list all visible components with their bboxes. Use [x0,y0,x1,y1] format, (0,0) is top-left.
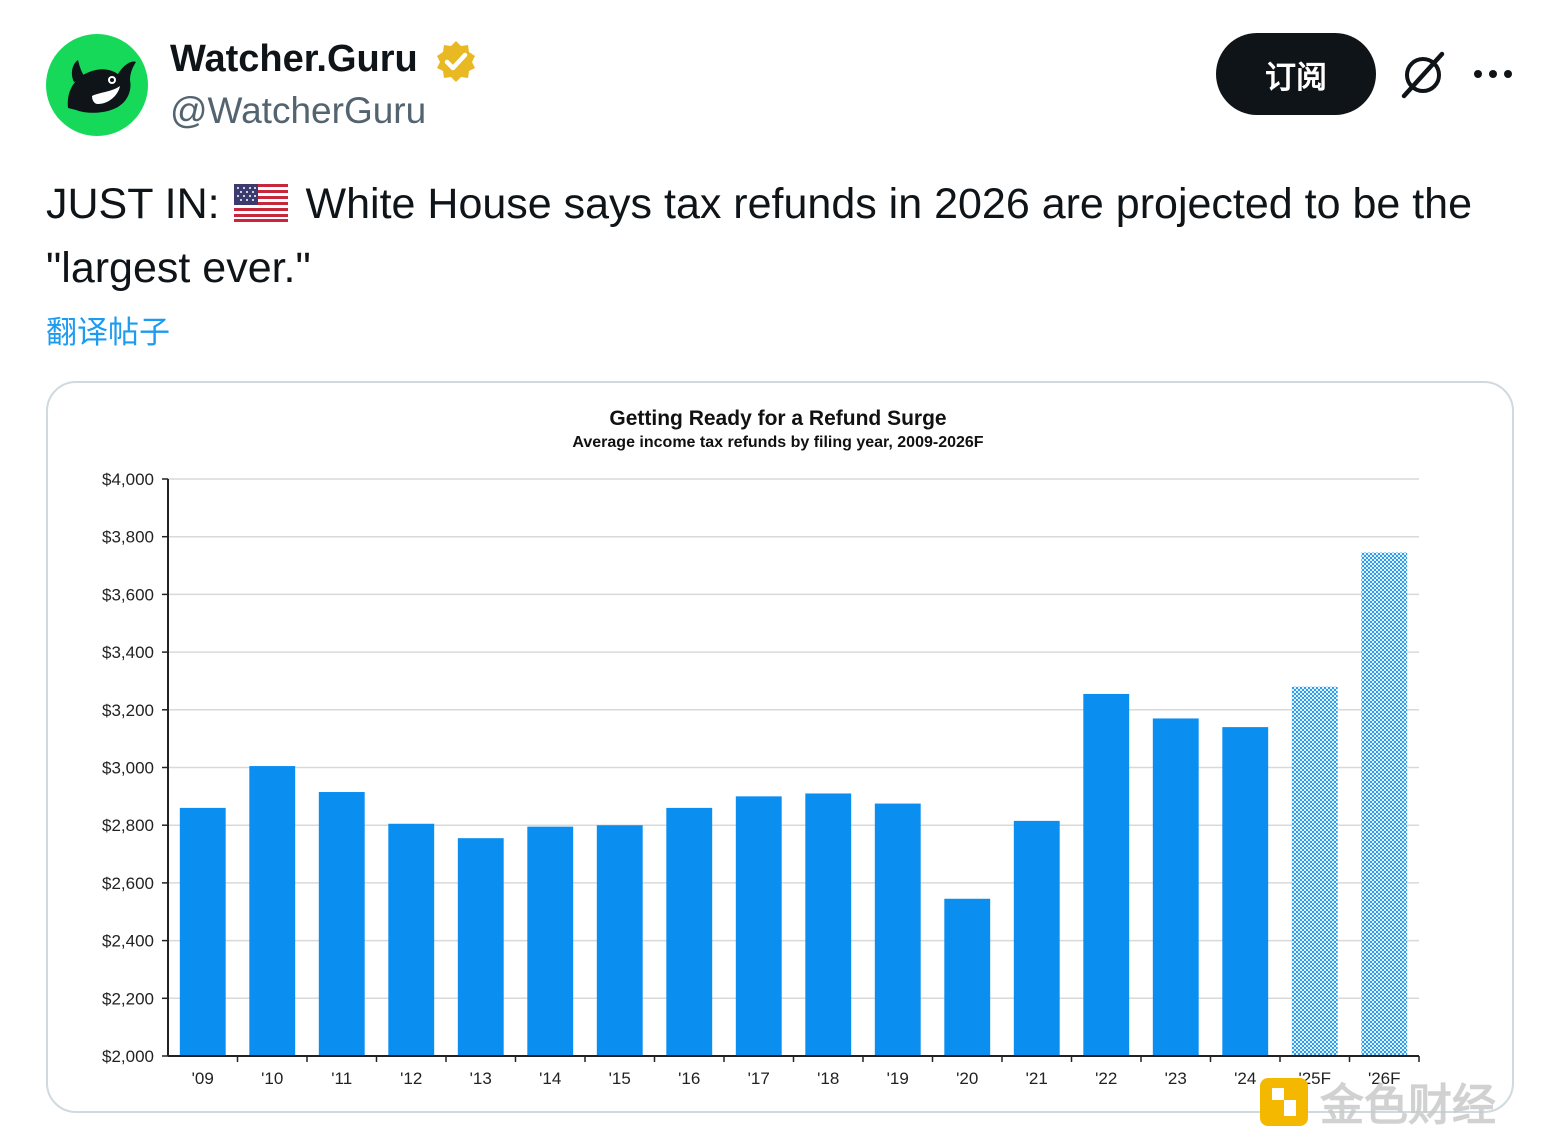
bar [457,838,504,1056]
x-tick-label: '26F [1368,1069,1401,1088]
y-tick-label: $3,400 [102,643,154,662]
y-tick-label: $2,000 [102,1047,154,1066]
bar [666,807,713,1056]
grok-icon[interactable] [1398,50,1448,100]
display-name[interactable]: Watcher.Guru [170,38,418,80]
watermark-logo: 金色财经 [1260,1078,1496,1131]
subscribe-button[interactable]: 订阅 [1216,33,1376,115]
x-tick-label: '15 [609,1069,631,1088]
forecast-bar [1291,686,1338,1056]
bar [1013,820,1060,1056]
bar [179,807,226,1056]
bar [944,898,991,1056]
tweet-body: White House says tax refunds in 2026 are… [46,180,1472,292]
tweet-text: JUST IN: White House says tax refunds in… [46,172,1506,300]
y-tick-label: $2,200 [102,989,154,1008]
y-tick-label: $4,000 [102,470,154,489]
gridlines [168,478,1419,1000]
y-tick-label: $3,200 [102,701,154,720]
user-handle[interactable]: @WatcherGuru [170,90,427,131]
x-tick-label: '09 [192,1069,214,1088]
tick-labels: $2,000 $2,200 $2,400 $2,600 $2,800 $3,000 $3,2… [102,470,1401,1088]
bar [735,796,782,1056]
x-tick-label: '18 [817,1069,839,1088]
bar [1152,718,1199,1056]
x-tick-label: '24 [1234,1069,1256,1088]
x-tick-label: '13 [470,1069,492,1088]
x-tick-label: '11 [331,1069,352,1088]
y-tick-label: $2,400 [102,932,154,951]
x-tick-label: '10 [261,1069,283,1088]
bar [249,766,296,1056]
chart-title: Getting Ready for a Refund Surge [609,407,946,430]
x-tick-label: '23 [1165,1069,1187,1088]
y-tick-label: $2,800 [102,816,154,835]
x-tick-label: '14 [539,1069,561,1088]
more-options-icon[interactable] [1470,54,1516,94]
y-tick-label: $2,600 [102,874,154,893]
tweet-prefix: JUST IN: [46,180,220,228]
watermark-text: 金色财经 [1319,1080,1496,1131]
bar [318,792,365,1056]
x-tick-label: '17 [748,1069,770,1088]
bar [596,825,643,1056]
bar [1222,727,1269,1056]
whale-logo-icon [67,60,136,113]
us-flag-icon [233,184,288,222]
bar [388,823,435,1056]
bar [527,826,574,1056]
bar-chart: Getting Ready for a Refund Surge Average… [102,407,1420,1088]
verified-badge-icon[interactable] [434,39,478,83]
avatar[interactable] [46,34,148,136]
x-tick-label: '21 [1026,1069,1048,1088]
forecast-bar [1361,552,1408,1056]
translate-link[interactable]: 翻译帖子 [46,315,170,351]
x-tick-label: '12 [400,1069,422,1088]
tweet-media-card[interactable]: Getting Ready for a Refund Surge Average… [46,381,1514,1113]
bar [874,803,921,1056]
bar [805,793,852,1056]
x-tick-label: '16 [678,1069,700,1088]
chart-subtitle: Average income tax refunds by filing yea… [572,434,983,451]
bar [1083,693,1130,1056]
y-tick-label: $3,800 [102,528,154,547]
x-tick-label: '22 [1095,1069,1117,1088]
axes [162,478,1420,1062]
x-tick-label: '20 [956,1069,978,1088]
y-tick-label: $3,600 [102,585,154,604]
y-tick-label: $3,000 [102,759,154,778]
x-tick-label: '19 [887,1069,909,1088]
bars [179,552,1408,1056]
